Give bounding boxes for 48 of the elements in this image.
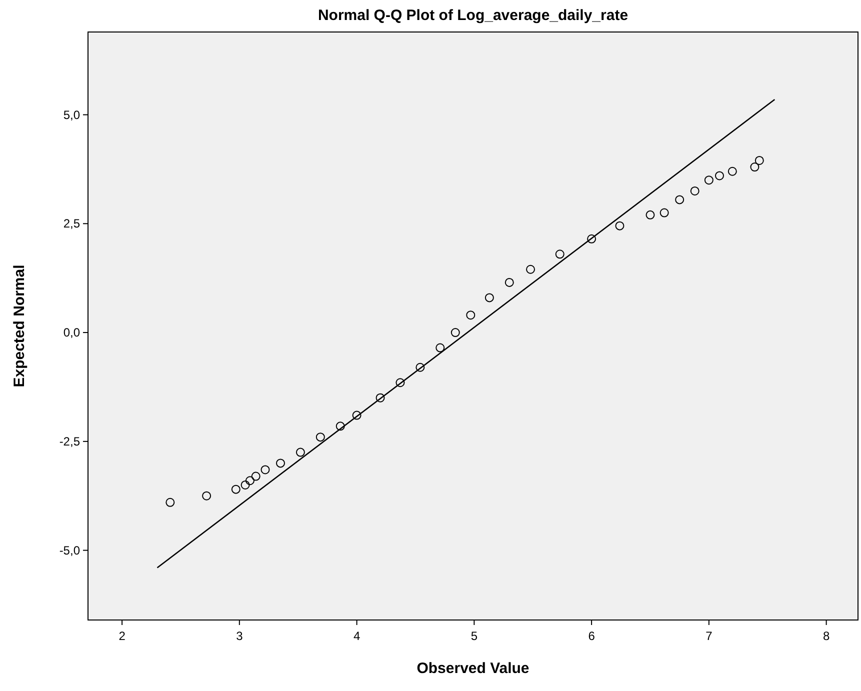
y-tick-label: 5,0 [63,108,80,122]
point [245,476,254,486]
point [484,293,494,302]
point [336,422,345,431]
point [352,410,362,420]
point [690,186,700,196]
point [231,484,240,494]
point [704,176,714,185]
point [396,378,405,388]
x-tick-label: 2 [118,629,126,643]
point [728,166,737,176]
point [416,362,425,372]
point [202,491,212,500]
y-tick-label: 0,0 [63,326,80,340]
x-tick-label: 4 [353,629,360,643]
point [675,195,684,204]
point [555,250,564,259]
point [296,448,305,457]
point [240,480,250,490]
point [646,210,655,220]
y-tick-label: -2,5 [59,434,80,448]
point [166,498,175,507]
point [660,208,669,218]
x-axis-title: Observed Value [416,660,530,677]
x-tick-label: 5 [470,629,478,643]
chart-title: Normal Q-Q Plot of Log_average_daily_rate [318,7,628,24]
x-tick-label: 6 [588,629,596,643]
point [251,472,260,481]
y-tick-label: 2,5 [63,216,80,231]
point [450,328,460,338]
point [754,156,764,165]
point [587,234,596,244]
point [504,278,514,287]
x-tick-label: 8 [822,629,830,643]
point [376,393,385,402]
point [750,162,760,172]
y-axis-title: Expected Normal [11,264,28,388]
x-tick-label: 7 [706,629,713,643]
point [260,465,270,474]
point [526,264,536,274]
point [615,221,624,230]
point [466,310,476,320]
point [436,343,445,352]
y-tick-label: -5,0 [59,543,80,558]
point [276,458,285,468]
point [714,171,724,180]
point [316,432,325,442]
x-tick-label: 3 [236,629,244,643]
